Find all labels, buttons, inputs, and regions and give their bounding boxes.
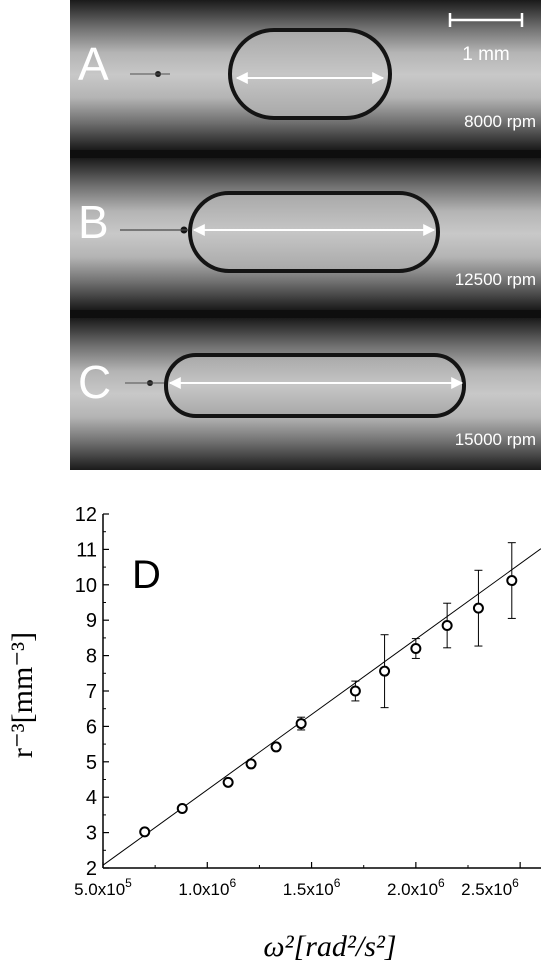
data-points [139, 542, 518, 838]
y-tick-label: 11 [76, 539, 97, 561]
data-point [270, 741, 282, 753]
x-tick-label: 1.5x106 [283, 876, 341, 899]
droplet-c [164, 353, 466, 418]
y-tick-label: 10 [75, 575, 97, 597]
x-axis-ticks: 5.0x105 1.0x106 1.5x106 2.0x106 2.5x106 [74, 862, 521, 899]
speed-label-a: 8000 rpm [464, 112, 536, 131]
y-axis-title: r⁻³[mm⁻³] [6, 632, 39, 758]
scatter-chart: 2 3 4 5 6 7 8 9 10 11 12 5.0x105 1.0x106 1.5x106 2.0x… [6, 504, 541, 963]
fit-line [102, 548, 541, 866]
data-point [349, 685, 361, 697]
x-tick-label: 2.5x106 [461, 876, 519, 899]
panel-letter-a: A [78, 38, 109, 90]
droplet-photo: A 1 mm 8000 rpm B 12500 rpm C 15000 rpm [70, 0, 541, 470]
x-axis-title: ω²[rad²/s²] [263, 930, 396, 963]
y-tick-label: 9 [86, 610, 97, 632]
data-point [295, 718, 307, 730]
panel-c: C 15000 rpm [70, 318, 541, 470]
fit-line-group [102, 548, 541, 866]
y-axis-ticks: 2 3 4 5 6 7 8 9 10 11 12 [75, 504, 109, 880]
droplet-b [188, 191, 440, 273]
y-tick-label: 7 [86, 681, 97, 703]
panel-letter-b: B [78, 196, 109, 248]
speed-label-b: 12500 rpm [455, 270, 536, 289]
data-point [410, 643, 422, 655]
y-tick-label: 4 [86, 787, 97, 809]
y-tick-label: 6 [86, 716, 97, 738]
data-point [379, 665, 391, 677]
x-tick-label: 2.0x106 [387, 876, 445, 899]
y-tick-label: 3 [86, 823, 97, 845]
data-point [176, 803, 188, 815]
y-tick-label: 12 [75, 504, 97, 526]
data-point [245, 758, 257, 770]
data-point [139, 826, 151, 838]
data-point [441, 620, 453, 632]
x-tick-label: 1.0x106 [178, 876, 236, 899]
panel-letter-d: D [132, 553, 161, 597]
panel-b: B 12500 rpm [70, 158, 541, 310]
droplet-a [228, 28, 392, 120]
panel-letter-c: C [78, 356, 111, 408]
y-tick-label: 5 [86, 752, 97, 774]
scale-bar-label: 1 mm [462, 44, 510, 65]
panel-a: A 1 mm 8000 rpm [70, 0, 541, 150]
data-point [222, 776, 234, 788]
y-tick-label: 2 [86, 858, 97, 880]
y-tick-label: 8 [86, 646, 97, 668]
data-point [506, 575, 518, 587]
data-point [472, 602, 484, 614]
x-tick-label: 5.0x105 [74, 876, 132, 899]
plot-axes [102, 514, 541, 869]
speed-label-c: 15000 rpm [455, 430, 536, 449]
